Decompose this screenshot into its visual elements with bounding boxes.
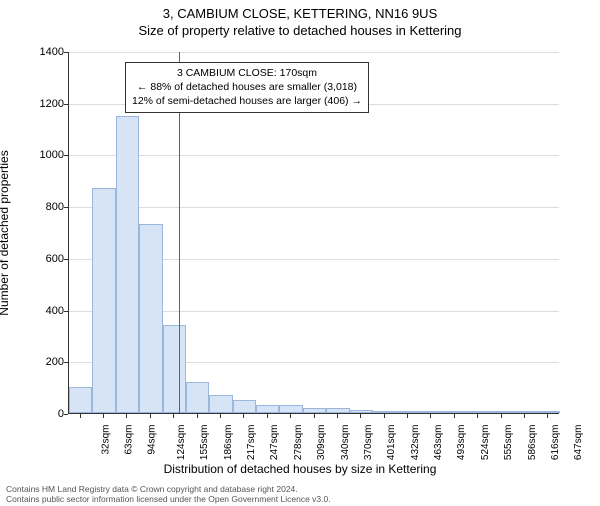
histogram-bar	[116, 116, 139, 413]
y-tick-label: 1200	[24, 98, 64, 110]
x-tick-mark	[547, 414, 548, 418]
histogram-bar	[256, 405, 279, 413]
x-axis-title: Distribution of detached houses by size …	[0, 462, 600, 476]
x-tick-mark	[103, 414, 104, 418]
x-tick-label: 524sqm	[480, 425, 491, 461]
y-tick-label: 600	[24, 253, 64, 265]
histogram-bar	[186, 382, 209, 413]
histogram-bar	[443, 411, 466, 413]
histogram-bar	[279, 405, 302, 413]
histogram-bar	[537, 411, 560, 413]
x-tick-label: 186sqm	[223, 425, 234, 461]
x-tick-mark	[80, 414, 81, 418]
info-box-line3: 12% of semi-detached houses are larger (…	[132, 94, 362, 108]
histogram-bar	[163, 325, 186, 413]
footer: Contains HM Land Registry data © Crown c…	[6, 484, 331, 504]
x-tick-mark	[407, 414, 408, 418]
gridline	[69, 52, 559, 53]
x-tick-label: 616sqm	[550, 425, 561, 461]
x-tick-mark	[197, 414, 198, 418]
x-tick-mark	[384, 414, 385, 418]
y-tick-mark	[64, 259, 68, 260]
histogram-bar	[209, 395, 232, 413]
info-box: 3 CAMBIUM CLOSE: 170sqm ← 88% of detache…	[125, 62, 369, 113]
y-axis-title: Number of detached properties	[0, 150, 11, 315]
x-tick-mark	[173, 414, 174, 418]
x-tick-mark	[126, 414, 127, 418]
x-tick-mark	[290, 414, 291, 418]
chart-title: 3, CAMBIUM CLOSE, KETTERING, NN16 9US	[0, 6, 600, 21]
x-tick-label: 63sqm	[124, 425, 135, 455]
y-tick-label: 800	[24, 201, 64, 213]
y-tick-mark	[64, 207, 68, 208]
x-tick-label: 32sqm	[100, 425, 111, 455]
x-tick-label: 247sqm	[269, 425, 280, 461]
x-tick-mark	[243, 414, 244, 418]
histogram-bar	[350, 410, 373, 413]
histogram-bar	[420, 411, 443, 413]
x-tick-label: 555sqm	[503, 425, 514, 461]
histogram-bar	[513, 411, 536, 413]
y-tick-mark	[64, 104, 68, 105]
x-tick-mark	[220, 414, 221, 418]
x-tick-label: 94sqm	[147, 425, 158, 455]
chart-container: 3, CAMBIUM CLOSE, KETTERING, NN16 9US Si…	[0, 6, 600, 506]
y-tick-label: 200	[24, 356, 64, 368]
x-tick-label: 647sqm	[573, 425, 584, 461]
x-tick-label: 155sqm	[199, 425, 210, 461]
chart-subtitle: Size of property relative to detached ho…	[0, 23, 600, 38]
histogram-bar	[303, 408, 326, 413]
y-tick-label: 1000	[24, 149, 64, 161]
histogram-bar	[396, 411, 419, 413]
gridline	[69, 207, 559, 208]
y-tick-mark	[64, 52, 68, 53]
x-tick-label: 217sqm	[246, 425, 257, 461]
histogram-bar	[373, 411, 396, 413]
info-box-line2: ← 88% of detached houses are smaller (3,…	[132, 80, 362, 94]
x-tick-mark	[501, 414, 502, 418]
x-tick-label: 586sqm	[527, 425, 538, 461]
footer-line1: Contains HM Land Registry data © Crown c…	[6, 484, 331, 494]
y-tick-mark	[64, 155, 68, 156]
x-tick-label: 309sqm	[316, 425, 327, 461]
x-tick-label: 493sqm	[456, 425, 467, 461]
x-tick-mark	[477, 414, 478, 418]
x-tick-mark	[454, 414, 455, 418]
y-tick-mark	[64, 362, 68, 363]
histogram-bar	[466, 411, 489, 413]
histogram-bar	[69, 387, 92, 413]
y-tick-mark	[64, 414, 68, 415]
y-tick-label: 1400	[24, 46, 64, 58]
x-tick-label: 463sqm	[433, 425, 444, 461]
x-tick-mark	[314, 414, 315, 418]
gridline	[69, 155, 559, 156]
histogram-bar	[233, 400, 256, 413]
x-tick-label: 278sqm	[293, 425, 304, 461]
histogram-bar	[139, 224, 162, 413]
x-tick-label: 401sqm	[386, 425, 397, 461]
histogram-bar	[326, 408, 349, 413]
x-tick-mark	[524, 414, 525, 418]
footer-line2: Contains public sector information licen…	[6, 494, 331, 504]
x-tick-mark	[150, 414, 151, 418]
x-tick-mark	[430, 414, 431, 418]
histogram-bar	[92, 188, 115, 413]
y-tick-label: 0	[24, 408, 64, 420]
x-tick-mark	[267, 414, 268, 418]
x-tick-mark	[337, 414, 338, 418]
info-box-line1: 3 CAMBIUM CLOSE: 170sqm	[132, 66, 362, 80]
x-tick-label: 340sqm	[340, 425, 351, 461]
x-tick-label: 370sqm	[363, 425, 374, 461]
x-tick-label: 124sqm	[176, 425, 187, 461]
histogram-bar	[490, 411, 513, 413]
y-tick-label: 400	[24, 305, 64, 317]
x-tick-mark	[360, 414, 361, 418]
y-tick-mark	[64, 311, 68, 312]
x-tick-label: 432sqm	[410, 425, 421, 461]
